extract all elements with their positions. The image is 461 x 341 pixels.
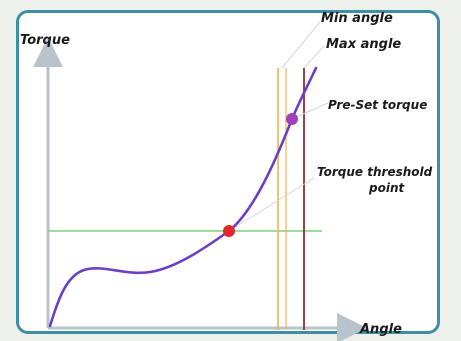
max-angle-leader: [303, 45, 325, 69]
x-axis-label: Angle: [359, 322, 402, 337]
torque-threshold-label-line2: point: [368, 181, 405, 195]
min-angle-leader: [281, 21, 321, 69]
threshold-leader: [228, 177, 315, 232]
preset-torque-point: [286, 113, 298, 125]
torque-threshold-label-line1: Torque threshold: [317, 165, 433, 179]
torque-threshold-point: [223, 225, 235, 237]
max-angle-label: Max angle: [326, 37, 401, 52]
y-axis-label: Torque: [20, 33, 70, 48]
preset-torque-label: Pre-Set torque: [328, 98, 427, 112]
torque-curve: [48, 66, 318, 328]
preset-torque-leader: [291, 102, 329, 120]
min-angle-label: Min angle: [321, 11, 393, 26]
diagram-frame: [16, 10, 440, 334]
